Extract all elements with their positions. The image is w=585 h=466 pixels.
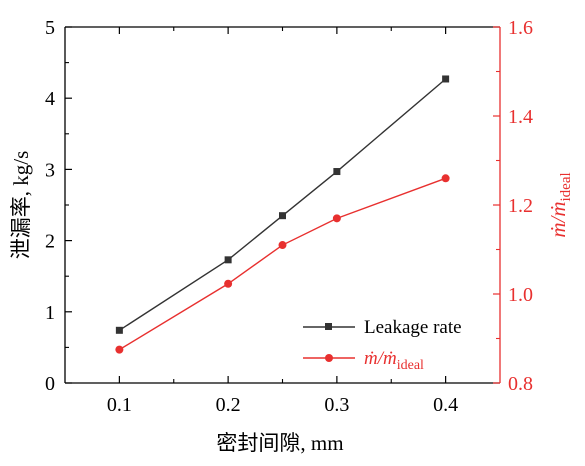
legend-label-ratio-main: ṁ/ṁ xyxy=(364,348,397,369)
data-point-ratio xyxy=(278,241,287,250)
data-point-leakage xyxy=(279,212,286,220)
legend-marker-leakage xyxy=(325,323,332,330)
y-left-tick-label: 5 xyxy=(45,17,55,39)
x-tick-label: 0.4 xyxy=(433,394,458,416)
data-point-leakage xyxy=(442,75,450,83)
x-tick-label: 0.1 xyxy=(107,394,132,416)
data-point-ratio xyxy=(441,174,450,183)
x-tick-label: 0.2 xyxy=(216,394,241,416)
data-point-leakage xyxy=(333,168,341,176)
y-left-tick-label: 2 xyxy=(45,231,55,253)
data-point-leakage xyxy=(224,256,232,264)
y-right-tick-label: 1.4 xyxy=(508,106,533,128)
legend-label-ratio: ṁ/ṁideal xyxy=(364,348,424,373)
y-left-tick-label: 4 xyxy=(45,88,55,110)
y-left-tick-label: 1 xyxy=(45,302,55,324)
y-left-tick-label: 3 xyxy=(45,159,55,181)
legend-marker-ratio xyxy=(325,354,333,362)
data-point-ratio xyxy=(332,214,341,223)
data-point-ratio xyxy=(115,345,124,354)
legend-label-leakage: Leakage rate xyxy=(364,317,462,338)
y-left-axis-title: 泄漏率, kg/s xyxy=(9,151,33,260)
x-tick-label: 0.3 xyxy=(324,394,349,416)
data-point-leakage xyxy=(115,326,123,334)
y-right-axis-title-main: ṁ/ṁ xyxy=(546,201,570,237)
y-right-tick-label: 1.0 xyxy=(508,284,533,306)
y-right-axis-title: ṁ/ṁideal xyxy=(546,172,574,237)
legend: Leakage rate ṁ/ṁideal xyxy=(303,317,462,373)
data-point-ratio xyxy=(224,279,233,288)
series-line-0 xyxy=(118,78,447,331)
y-left-tick-label: 0 xyxy=(45,373,55,395)
y-right-tick-label: 1.6 xyxy=(508,17,533,39)
y-right-tick-label: 0.8 xyxy=(508,373,533,395)
y-right-axis-title-sub: ideal xyxy=(558,172,574,201)
x-axis-title: 密封间隙, mm xyxy=(216,431,343,455)
legend-label-ratio-sub: ideal xyxy=(397,358,424,373)
y-right-tick-label: 1.2 xyxy=(508,195,533,217)
